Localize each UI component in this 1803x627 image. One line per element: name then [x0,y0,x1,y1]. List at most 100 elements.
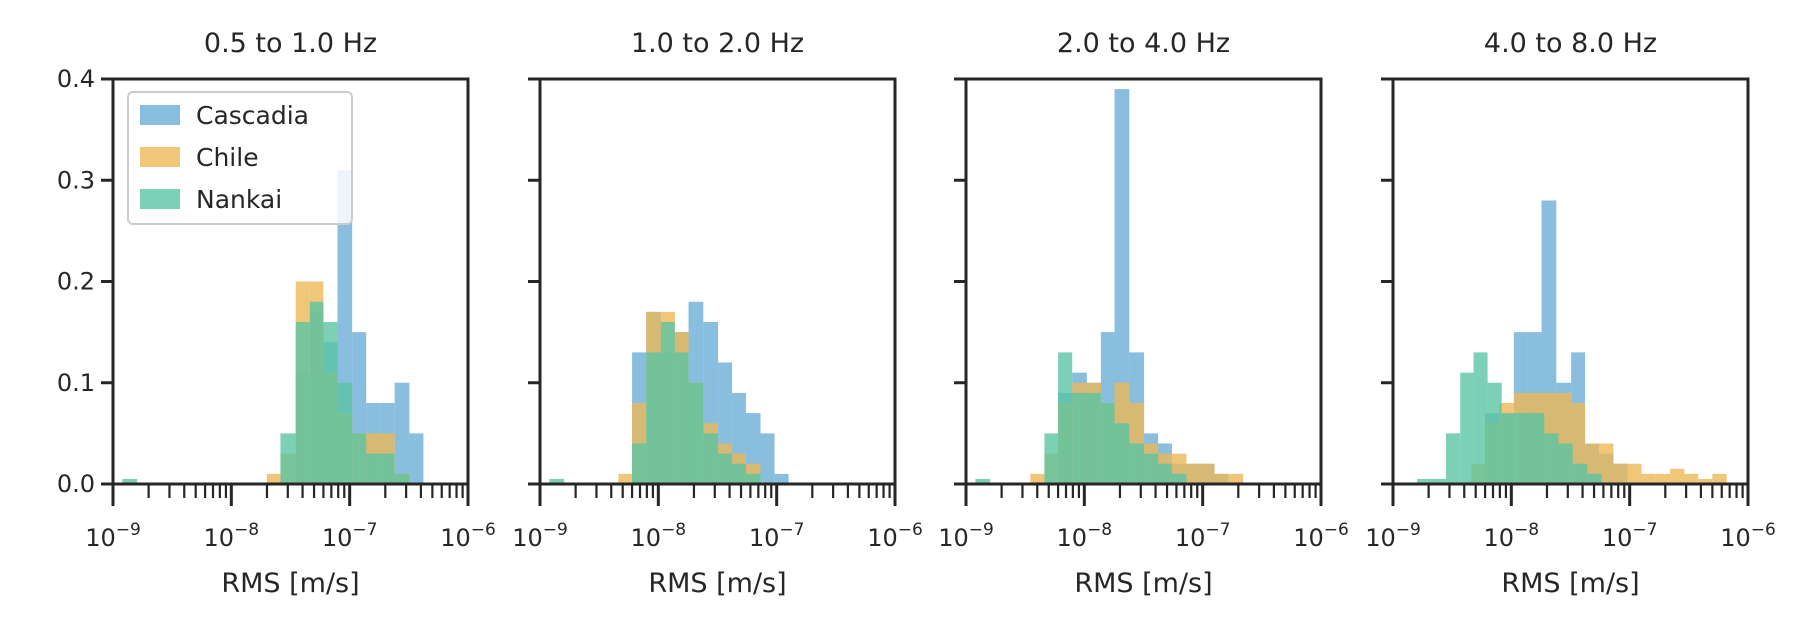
bar-chile-13 [1200,463,1215,484]
bar-nankai-13 [1587,473,1602,485]
x-axis-label: RMS [m/s] [648,568,786,599]
y-tick-label: 0.2 [57,268,95,296]
bar-nankai-3 [1058,352,1073,485]
legend-swatch-cascadia [140,105,180,125]
bar-nankai-10 [394,473,410,485]
bar-cascadia-10 [760,433,775,485]
legend-label-nankai: Nankai [196,185,282,214]
bar-nankai-4 [309,301,324,484]
bar-nankai-5 [323,322,338,484]
bar-chile-15 [1670,468,1685,484]
bar-nankai-6 [337,382,353,484]
x-tick-label: 10−8 [204,520,260,552]
y-tick-label: 0.3 [57,166,95,194]
bar-cascadia-11 [774,473,789,485]
bar-chile-1 [618,473,633,485]
bar-nankai-9 [1144,453,1159,485]
bar-nankai-3 [295,322,310,484]
series-nankai [975,352,1187,485]
bar-nankai-2 [632,443,647,484]
bar-nankai-2 [1044,433,1059,485]
bar-nankai-1 [1417,478,1432,484]
bar-nankai-10 [1158,463,1172,484]
bar-nankai-4 [1072,392,1087,485]
x-tick-label: 10−6 [1293,520,1349,552]
bar-nankai-12 [1572,463,1588,484]
x-axis-label: RMS [m/s] [1501,568,1639,599]
bar-nankai-8 [1129,443,1145,484]
legend-frame [127,91,353,225]
bar-nankai-9 [732,463,746,484]
x-tick-label: 10−7 [1175,520,1231,552]
bar-nankai-11 [1558,443,1573,484]
series-nankai [1417,352,1602,485]
bar-chile-9 [1585,443,1599,484]
bar-nankai-3 [646,352,661,485]
x-tick-label: 10−9 [938,520,994,552]
x-tick-label: 10−9 [512,520,568,552]
bar-chile-17 [1698,478,1713,484]
panel-title: 2.0 to 4.0 Hz [1057,28,1230,59]
bar-nankai-8 [718,453,733,485]
bar-nankai-1 [549,478,565,484]
panel-4: 4.0 to 8.0 Hz 10−9 10−8 10−7 10−6 RMS [m/s] [1365,28,1776,599]
x-tick-label: 10−9 [85,520,141,552]
panels-layer: 0.5 to 1.0 Hz 0.0 0.1 0.2 0.3 0.4 10−9 10−8 10−7… [57,28,1776,599]
bar-nankai-4 [660,322,675,484]
x-tick-label: 10−6 [867,520,923,552]
x-tick-label: 10−7 [1602,520,1658,552]
panel-title: 1.0 to 2.0 Hz [631,28,804,59]
bar-nankai-7 [1501,413,1516,485]
bar-chile-1 [266,473,281,485]
y-tick-label: 0.4 [57,65,95,93]
bar-nankai-9 [379,453,395,485]
x-axis-label: RMS [m/s] [1074,568,1212,599]
bar-nankai-7 [1114,423,1130,484]
x-axis-label: RMS [m/s] [221,568,359,599]
bar-nankai-10 [1544,433,1559,485]
x-tick-label: 10−9 [1365,520,1421,552]
bar-chile-18 [1712,473,1727,485]
bar-nankai-5 [1086,392,1101,485]
bar-nankai-6 [1487,382,1502,484]
series-nankai [549,322,761,485]
bar-nankai-6 [1100,403,1115,484]
bar-nankai-5 [1473,352,1488,485]
legend-label-chile: Chile [196,143,259,172]
bar-chile-15 [1228,473,1244,485]
bar-nankai-6 [688,382,704,484]
bar-nankai-7 [703,433,719,485]
bar-chile-11 [1613,463,1628,484]
bar-chile-12 [1186,463,1201,484]
bar-nankai-1 [975,478,991,484]
bar-chile-1 [1030,473,1045,485]
bar-chile-14 [1655,473,1671,485]
panel-title: 4.0 to 8.0 Hz [1484,28,1657,59]
bar-chile-12 [1627,463,1642,484]
legend-swatch-chile [140,147,180,167]
bar-nankai-4 [1460,372,1474,485]
legend-swatch-nankai [140,189,180,209]
bar-nankai-11 [1171,473,1187,485]
bar-nankai-7 [352,433,367,485]
x-tick-label: 10−8 [1484,520,1540,552]
bar-nankai-2 [280,433,296,485]
panel-2: 1.0 to 2.0 Hz 10−9 10−8 10−7 10−6 RMS [m/s] [512,28,923,599]
bar-nankai-9 [1530,413,1545,485]
bar-chile-10 [1598,443,1614,484]
x-tick-label: 10−7 [749,520,805,552]
panel-title: 0.5 to 1.0 Hz [204,28,377,59]
panel-3: 2.0 to 4.0 Hz 10−9 10−8 10−7 10−6 RMS [m/s] [938,28,1349,599]
bar-nankai-10 [745,473,761,485]
bar-nankai-3 [1445,433,1461,485]
y-tick-label: 0.1 [57,369,95,397]
legend: Cascadia Chile Nankai [127,91,353,225]
bar-nankai-2 [1431,478,1446,484]
legend-label-cascadia: Cascadia [196,101,309,130]
legend-layer: Cascadia Chile Nankai [127,91,353,225]
series-nankai [122,301,410,485]
bar-cascadia-8 [394,382,410,484]
bar-chile-13 [1641,473,1656,485]
bar-nankai-8 [1515,413,1531,485]
